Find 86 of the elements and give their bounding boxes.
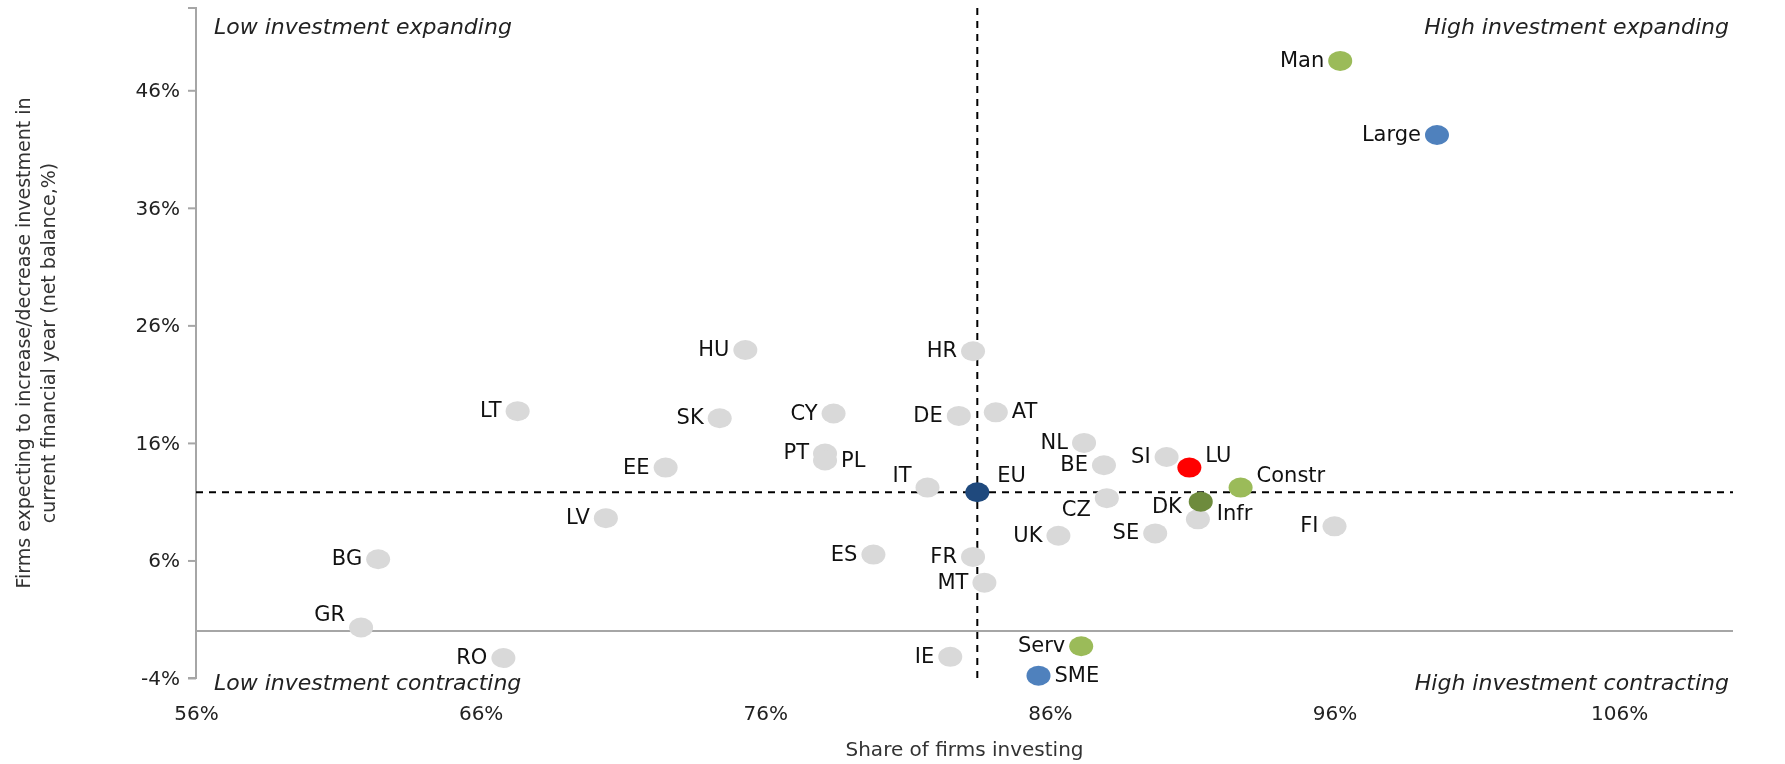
point xyxy=(1424,124,1449,145)
x-axis-title: Share of firms investing xyxy=(845,737,1084,761)
series-label: SK xyxy=(676,405,705,430)
x-tick-label: 56% xyxy=(174,701,219,726)
x-tick-label: 66% xyxy=(458,701,504,726)
point xyxy=(593,508,618,529)
series-label: Infr xyxy=(1216,500,1253,525)
x-tick-label: 106% xyxy=(1591,701,1649,726)
point xyxy=(1328,50,1353,71)
x-tick-label: 76% xyxy=(743,701,788,726)
series-label: IE xyxy=(914,643,935,668)
point xyxy=(821,403,846,424)
point xyxy=(1185,509,1210,530)
y-tick-label: 26% xyxy=(135,313,180,338)
annotation: High investment contracting xyxy=(1414,670,1730,695)
point xyxy=(653,457,678,478)
point xyxy=(1072,432,1097,453)
annotation: High investment expanding xyxy=(1424,14,1730,39)
series-label: DE xyxy=(913,402,943,427)
series-label: NL xyxy=(1040,429,1069,454)
series-label: HU xyxy=(698,337,730,362)
point xyxy=(915,477,940,498)
series-label: CY xyxy=(790,400,818,425)
point xyxy=(861,544,886,565)
series-label: LU xyxy=(1205,442,1232,467)
series-label: SI xyxy=(1131,444,1151,469)
point xyxy=(707,408,732,429)
point xyxy=(1046,525,1071,546)
series-label: GR xyxy=(314,602,346,627)
series-label: PL xyxy=(841,447,866,472)
point xyxy=(983,402,1008,423)
series-label: LV xyxy=(566,505,591,530)
series-label: BE xyxy=(1060,452,1088,477)
point xyxy=(946,405,971,426)
y-tick-label: 16% xyxy=(135,430,180,455)
y-tick-label: 6% xyxy=(148,548,180,573)
point xyxy=(1143,523,1168,544)
point xyxy=(965,482,990,503)
point xyxy=(972,572,997,593)
point xyxy=(1228,477,1253,498)
x-tick-label: 96% xyxy=(1312,701,1358,726)
series-label: ES xyxy=(830,541,858,566)
y-tick-label: 36% xyxy=(135,195,180,220)
series-label: Large xyxy=(1361,121,1421,146)
series-label: CZ xyxy=(1061,497,1091,522)
point xyxy=(961,546,986,567)
point xyxy=(961,341,986,362)
y-axis-title: Firms expecting to increase/decrease investment in current financial year (net balance,%) xyxy=(12,97,59,589)
point xyxy=(366,549,391,570)
point xyxy=(1094,488,1119,509)
point xyxy=(1026,665,1051,686)
series-label: PT xyxy=(783,440,810,465)
point xyxy=(505,401,530,422)
point xyxy=(1154,447,1179,468)
point xyxy=(1188,491,1213,512)
series-label: EU xyxy=(997,463,1026,488)
annotation: Low investment expanding xyxy=(214,14,512,39)
y-tick-label: -4% xyxy=(141,665,180,690)
y-tick-label: 46% xyxy=(135,78,180,103)
x-tick-label: 86% xyxy=(1028,701,1073,726)
point xyxy=(1322,516,1347,537)
point xyxy=(1177,457,1202,478)
series-label: DK xyxy=(1151,494,1184,519)
point xyxy=(733,340,758,361)
point xyxy=(938,646,963,667)
series-label: RO xyxy=(456,645,488,670)
series-label: AT xyxy=(1011,399,1038,424)
series-label: MT xyxy=(937,569,969,594)
series-label: EE xyxy=(623,454,650,479)
series-label: UK xyxy=(1013,522,1044,547)
series-label: Constr xyxy=(1256,462,1326,487)
series-label: LT xyxy=(479,398,502,423)
series-label: Man xyxy=(1279,47,1325,72)
series-label: BG xyxy=(331,546,363,571)
point xyxy=(1069,636,1094,657)
point xyxy=(1091,455,1116,476)
series-label: SE xyxy=(1112,520,1140,545)
annotation: Low investment contracting xyxy=(214,670,522,695)
point xyxy=(491,648,516,669)
series-label: HR xyxy=(926,338,958,363)
series-label: FI xyxy=(1300,513,1319,538)
series-label: SME xyxy=(1054,662,1100,687)
point xyxy=(349,617,374,638)
series-label: IT xyxy=(892,462,912,487)
series-label: Serv xyxy=(1017,633,1066,658)
series-label: FR xyxy=(930,543,958,568)
